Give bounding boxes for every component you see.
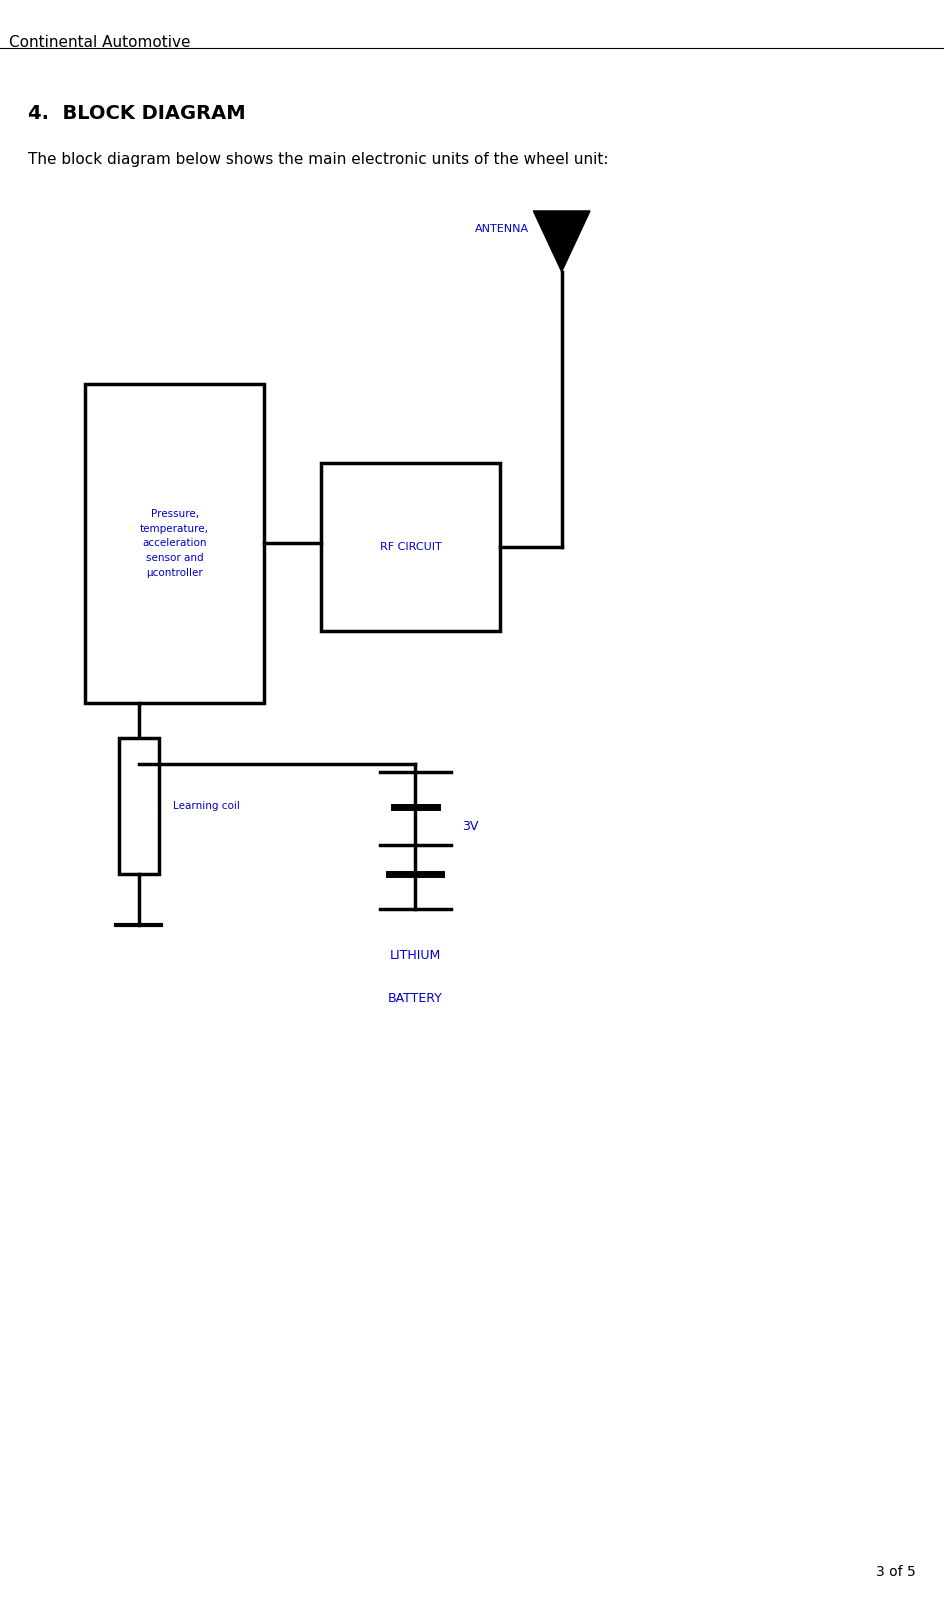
Bar	[119, 738, 159, 874]
Text: RF CIRCUIT: RF CIRCUIT	[379, 542, 442, 553]
Polygon shape	[533, 211, 590, 272]
Text: LITHIUM: LITHIUM	[390, 949, 441, 962]
Text: 3V: 3V	[462, 820, 479, 833]
Text: Pressure,
temperature,
acceleration
sensor and
μcontroller: Pressure, temperature, acceleration sens…	[140, 508, 210, 578]
Text: Continental Automotive: Continental Automotive	[9, 35, 191, 50]
Text: The block diagram below shows the main electronic units of the wheel unit:: The block diagram below shows the main e…	[28, 152, 609, 166]
Text: BATTERY: BATTERY	[388, 992, 443, 1005]
Text: 4.  BLOCK DIAGRAM: 4. BLOCK DIAGRAM	[28, 104, 246, 123]
Text: 3 of 5: 3 of 5	[876, 1564, 916, 1579]
Bar	[321, 463, 500, 631]
Text: ANTENNA: ANTENNA	[475, 224, 529, 233]
Text: Learning coil: Learning coil	[173, 801, 240, 812]
Bar	[85, 384, 264, 703]
